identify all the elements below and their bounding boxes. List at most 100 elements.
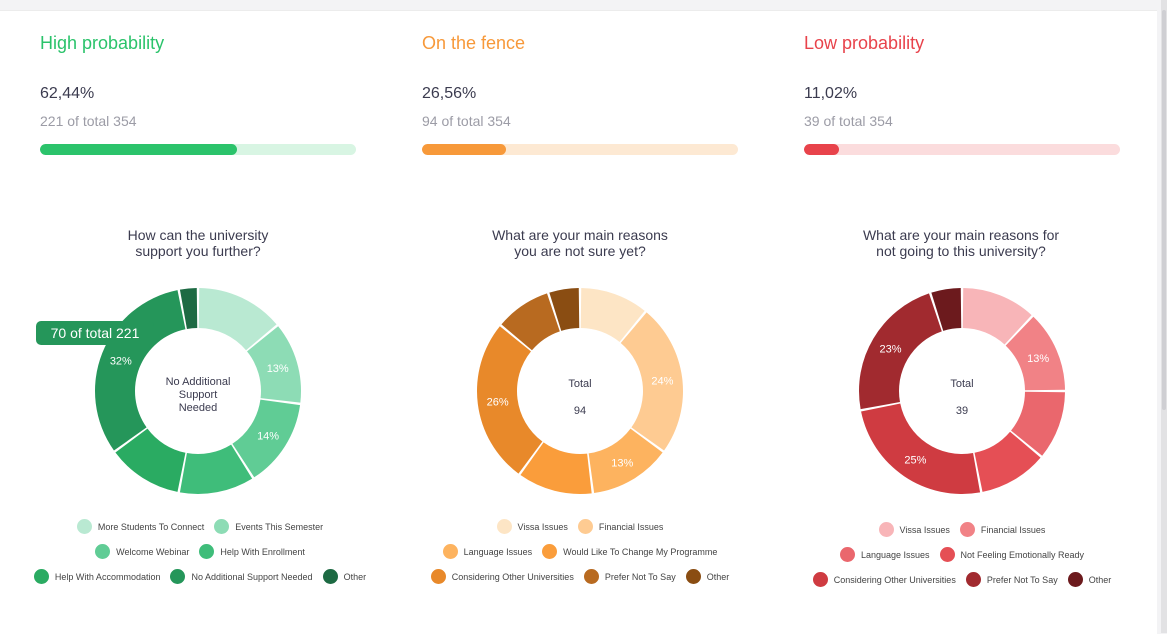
donut-slice[interactable] [580,288,645,342]
donut-slice[interactable] [95,290,186,451]
slice-label: 14% [257,430,279,442]
donut-slice[interactable] [1011,391,1065,456]
slice-label: 13% [267,363,289,375]
donut-slice[interactable] [861,403,981,494]
legend-label: Considering Other Universities [451,571,574,582]
legend-label: Financial Issues [598,521,664,532]
legend-swatch [812,572,828,587]
chart-title: What are your main reasons for not going… [811,227,1111,259]
legend-label: Would Like To Change My Programme [563,546,718,557]
legend-label: Language Issues [463,546,533,557]
legend-swatch [542,544,558,559]
legend-item[interactable]: No Additional Support Needed [170,569,313,584]
legend-item[interactable]: Prefer Not To Say [965,572,1058,587]
donut-chart-not-going[interactable]: 13% 25% 23% Total 39 [852,281,1072,501]
legend-item[interactable]: Not Feeling Emotionally Ready [939,547,1085,562]
progress-fill [422,144,506,155]
scrollbar-thumb[interactable] [1162,10,1166,410]
donut-slice[interactable] [549,288,580,331]
chart-title-line: What are your main reasons for [862,227,1060,243]
legend-item[interactable]: Language Issues [442,544,533,559]
svg-text:70 of total 221: 70 of total 221 [51,325,140,341]
donut-slice[interactable] [931,288,962,331]
donut-chart-unsure[interactable]: 24% 13% 26% Total 94 [470,281,690,501]
legend-item[interactable]: Would Like To Change My Programme [542,544,717,559]
dashboard-card: High probability 62,44% 221 of total 354… [0,10,1157,634]
slice-label: 32% [110,355,132,367]
donut-slice[interactable] [477,326,543,474]
donut-slice[interactable] [588,428,663,494]
scrollbar[interactable] [1161,0,1167,633]
chart-title-line: you are not sure yet? [514,243,646,259]
legend-swatch [496,519,512,534]
legend-label: Other [343,571,367,582]
legend-row: Language Issues Would Like To Change My P… [380,544,780,559]
legend-item[interactable]: Considering Other Universities [430,569,574,584]
legend-item[interactable]: Vissa Issues [878,522,950,537]
chart-title-line: not going to this university? [876,243,1046,259]
stat-title: High probability [40,33,165,53]
legend-swatch [878,522,894,537]
legend-item[interactable]: Welcome Webinar [95,544,189,559]
legend-label: Help With Enrollment [220,546,305,557]
legend-swatch [214,519,230,534]
legend-item[interactable]: Other [1067,572,1111,587]
legend-item[interactable]: Considering Other Universities [812,572,956,587]
legend-label: Language Issues [860,549,930,560]
chart-title: What are your main reasons you are not s… [430,227,730,259]
progress-fill [40,144,238,155]
legend-swatch [939,547,955,562]
legend-item[interactable]: Other [685,569,729,584]
donut-slice[interactable] [962,288,1032,345]
stat-percent: 62,44% [40,85,95,102]
donut-slice[interactable] [198,288,277,351]
legend-item[interactable]: Vissa Issues [496,519,568,534]
legend-swatch [33,569,49,584]
legend-swatch [959,522,975,537]
progress-fill [804,144,839,155]
center-label: Total [950,378,973,390]
legend-swatch [199,544,215,559]
legend-item[interactable]: Help With Enrollment [199,544,305,559]
legend-item[interactable]: Help With Accommodation [33,569,161,584]
progress-track [804,144,1120,155]
legend-label: Welcome Webinar [116,546,190,557]
slice-label: 23% [880,344,902,356]
chart-title-line: What are your main reasons [492,227,668,243]
donut-slice[interactable] [520,442,592,494]
donut-slice[interactable] [1005,316,1065,391]
legend-item[interactable]: Other [322,569,367,584]
stat-count: 39 of total 354 [804,113,893,129]
legend-label: Not Feeling Emotionally Ready [960,549,1085,560]
legend-swatch [442,544,458,559]
donut-slice[interactable] [974,431,1041,492]
legend-item[interactable]: Language Issues [839,547,930,562]
legend-item[interactable]: More Students To Connect [76,519,204,534]
legend-swatch [170,569,186,584]
legend-item[interactable]: Financial Issues [577,519,664,534]
slice-label: 26% [487,396,509,408]
legend-label: Help With Accommodation [54,571,161,582]
stat-title: On the fence [422,33,526,53]
donut-slice[interactable] [179,444,253,494]
legend-row: Language Issues Not Feeling Emotionally R… [762,547,1162,562]
chart-title: How can the university support you furth… [48,227,348,259]
legend-swatch [322,569,338,584]
legend-row: Welcome Webinar Help With Enrollment [0,544,400,559]
donut-slice[interactable] [247,326,301,403]
legend-item[interactable]: Events This Semester [214,519,323,534]
donut-slice[interactable] [859,293,942,410]
donut-slice[interactable] [179,288,198,329]
legend-item[interactable]: Financial Issues [959,522,1045,537]
legend-label: Vissa Issues [899,524,950,535]
legend-label: Prefer Not To Say [604,571,676,582]
legend-item[interactable]: Prefer Not To Say [583,569,676,584]
legend-row: Vissa Issues Financial Issues [380,519,780,534]
legend-row: Help With Accommodation No Additional Sup… [0,569,400,584]
donut-slice[interactable] [232,399,301,478]
donut-slice[interactable] [115,428,186,492]
donut-slice[interactable] [501,293,560,351]
donut-slice[interactable] [620,312,683,451]
stat-count: 94 of total 354 [422,113,511,129]
